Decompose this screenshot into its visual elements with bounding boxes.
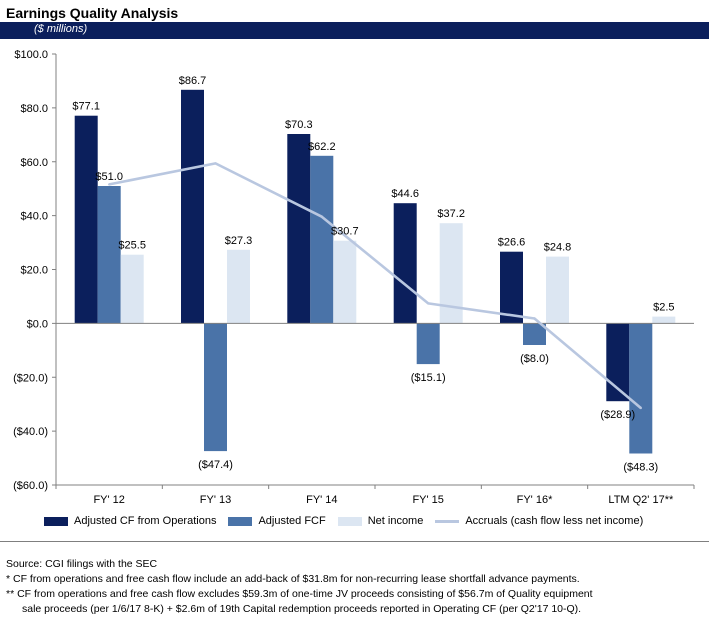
accruals-point <box>320 215 323 218</box>
data-label: $24.8 <box>544 242 572 254</box>
legend-item-net-income: Net income <box>337 515 424 527</box>
data-label: $77.1 <box>72 101 100 113</box>
bar-adjusted-cf-4 <box>500 251 523 324</box>
bar-net-income-5 <box>652 316 676 324</box>
bar-net-income-3 <box>439 223 463 324</box>
y-tick-label: ($60.0) <box>13 480 48 492</box>
legend-label-net-income: Net income <box>367 515 424 527</box>
legend-swatch-accruals <box>435 519 460 523</box>
x-category-label: FY' 15 <box>412 494 443 506</box>
data-label: $62.2 <box>308 141 336 153</box>
units-header-bar: ($ millions) <box>0 22 709 39</box>
page-title: Earnings Quality Analysis <box>6 5 179 21</box>
data-label: ($15.1) <box>411 372 446 384</box>
bar-adjusted-cf-2 <box>287 134 311 324</box>
footnote-1: * CF from operations and free cash flow … <box>6 573 580 585</box>
accruals-point <box>214 162 217 165</box>
legend-item-adjusted-cf: Adjusted CF from Operations <box>44 515 216 527</box>
axes-layer: $100.0 $80.0 $60.0 $40.0 $20.0 $0.0 ($20.0) ($4… <box>13 49 695 506</box>
y-tick-label: $60.0 <box>20 157 48 169</box>
legend-item-accruals: Accruals (cash flow less net income) <box>435 515 643 527</box>
x-category-label: FY' 14 <box>306 494 337 506</box>
accruals-point <box>108 183 111 186</box>
y-tick-label: $40.0 <box>20 211 48 223</box>
units-label: ($ millions) <box>34 23 88 35</box>
footnote-2-line-1: ** CF from operations and free cash flow… <box>6 588 593 600</box>
y-tick-label: ($20.0) <box>13 372 48 384</box>
x-category-label: FY' 16* <box>517 494 553 506</box>
y-tick-label: $100.0 <box>14 49 48 61</box>
labels-layer: $77.1 $86.7 $70.3 $44.6 $26.6 ($28.9) $51.0 ($4… <box>72 75 674 474</box>
bars-layer <box>74 89 676 454</box>
x-category-label: LTM Q2' 17** <box>608 494 674 506</box>
bar-adjusted-fcf-3 <box>416 323 440 365</box>
source-note: Source: CGI filings with the SEC <box>6 558 158 570</box>
data-label: $27.3 <box>225 235 253 247</box>
bar-adjusted-cf-0 <box>74 115 98 324</box>
accruals-line <box>108 162 642 409</box>
data-label: $2.5 <box>653 302 674 314</box>
data-label: ($28.9) <box>600 409 635 421</box>
y-tick-label: ($40.0) <box>13 426 48 438</box>
legend-label-adjusted-cf: Adjusted CF from Operations <box>74 515 217 527</box>
legend: Adjusted CF from Operations Adjusted FCF… <box>44 513 655 529</box>
data-label: ($47.4) <box>198 459 233 471</box>
data-label: $26.6 <box>498 237 526 249</box>
y-tick-label: $0.0 <box>27 318 48 330</box>
bar-net-income-0 <box>120 254 144 324</box>
data-label: $44.6 <box>391 188 419 200</box>
footnote-2-line-2: sale proceeds (per 1/6/17 8-K) + $2.6m o… <box>22 603 582 615</box>
bar-adjusted-fcf-5 <box>629 323 653 454</box>
data-label: $37.2 <box>437 208 465 220</box>
x-category-label: FY' 13 <box>200 494 231 506</box>
footnotes: Source: CGI filings with the SEC * CF fr… <box>6 557 593 617</box>
bar-net-income-4 <box>546 256 569 324</box>
data-label: $51.0 <box>95 171 123 183</box>
bar-net-income-1 <box>227 249 250 324</box>
bar-net-income-2 <box>333 240 357 324</box>
footnote-divider <box>0 541 709 542</box>
data-label: $86.7 <box>179 75 207 87</box>
bar-adjusted-fcf-4 <box>523 323 546 345</box>
accruals-point <box>427 302 430 305</box>
bar-adjusted-cf-3 <box>393 203 417 324</box>
bar-adjusted-cf-1 <box>181 89 204 324</box>
y-tick-label: $20.0 <box>20 265 48 277</box>
y-tick-label: $80.0 <box>20 103 48 115</box>
accruals-point <box>639 406 642 410</box>
legend-item-adjusted-fcf: Adjusted FCF <box>228 515 326 527</box>
earnings-chart: $100.0 $80.0 $60.0 $40.0 $20.0 $0.0 ($20.0) ($4… <box>13 49 695 506</box>
legend-label-adjusted-fcf: Adjusted FCF <box>258 515 326 527</box>
bar-adjusted-cf-5 <box>606 323 630 402</box>
legend-swatch-adjusted-fcf <box>228 516 253 526</box>
bar-adjusted-fcf-1 <box>204 323 227 452</box>
bar-adjusted-fcf-0 <box>97 186 121 324</box>
data-label: $30.7 <box>331 226 359 238</box>
legend-swatch-adjusted-cf <box>44 516 68 526</box>
legend-swatch-net-income <box>337 516 362 526</box>
data-label: $25.5 <box>118 240 146 252</box>
accruals-line-layer <box>108 162 642 410</box>
data-label: ($8.0) <box>520 353 549 365</box>
data-label: ($48.3) <box>623 462 658 474</box>
data-label: $70.3 <box>285 119 313 131</box>
legend-label-accruals: Accruals (cash flow less net income) <box>465 515 644 527</box>
x-category-label: FY' 12 <box>93 494 124 506</box>
accruals-point <box>533 317 536 320</box>
bar-adjusted-fcf-2 <box>310 155 334 324</box>
